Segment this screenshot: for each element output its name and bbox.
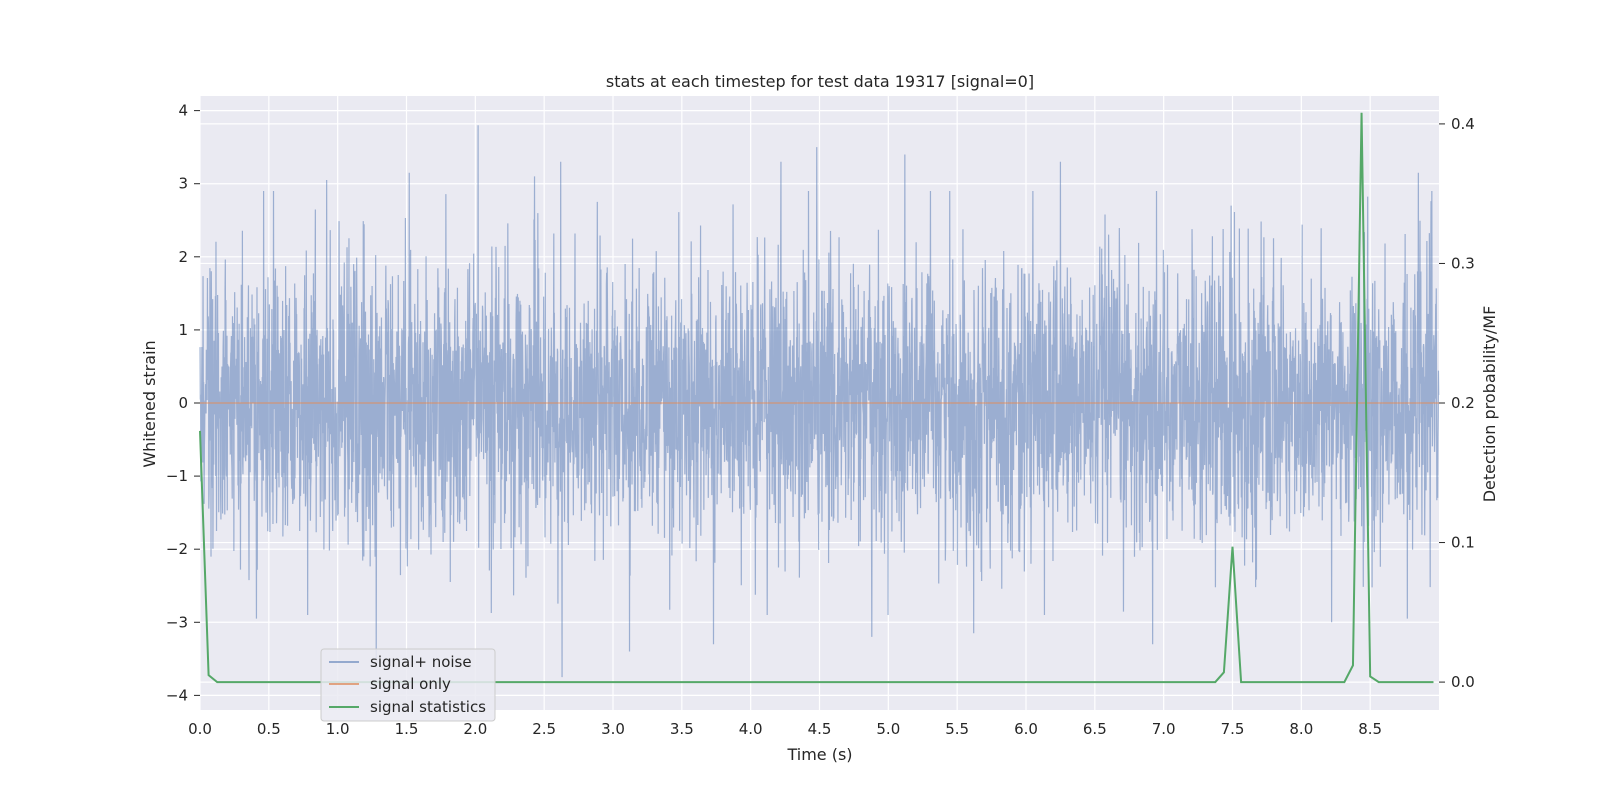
legend: signal+ noise signal only signal statist… bbox=[320, 648, 496, 722]
y2-tick-label: 0.0 bbox=[1451, 673, 1475, 691]
x-tick-label: 3.5 bbox=[670, 720, 694, 738]
legend-label-signal-noise: signal+ noise bbox=[370, 653, 472, 671]
y2-axis-ticks: 0.0 0.1 0.2 0.3 0.4 bbox=[1439, 115, 1475, 691]
x-tick-label: 8.5 bbox=[1358, 720, 1382, 738]
x-tick-label: 4.5 bbox=[808, 720, 832, 738]
y2-tick-label: 0.3 bbox=[1451, 254, 1475, 272]
y-tick-label: 2 bbox=[178, 248, 188, 266]
y-tick-label: 4 bbox=[178, 102, 188, 120]
y2-tick-label: 0.4 bbox=[1451, 115, 1475, 133]
x-tick-label: 7.0 bbox=[1152, 720, 1176, 738]
x-tick-label: 6.0 bbox=[1014, 720, 1038, 738]
y-tick-label: 3 bbox=[178, 175, 188, 193]
y-axis-label: Whitened strain bbox=[140, 340, 159, 467]
series-signal-noise bbox=[199, 125, 1440, 678]
x-tick-label: 2.0 bbox=[463, 720, 487, 738]
y-axis-ticks: −4 −3 −2 −1 0 1 2 3 4 bbox=[166, 102, 200, 704]
x-tick-label: 0.5 bbox=[257, 720, 281, 738]
y-tick-label: 1 bbox=[178, 321, 188, 339]
y2-tick-label: 0.1 bbox=[1451, 534, 1475, 552]
signal-noise-line bbox=[199, 125, 1440, 678]
x-tick-label: 6.5 bbox=[1083, 720, 1107, 738]
x-tick-label: 1.0 bbox=[326, 720, 350, 738]
y2-axis-label: Detection probability/MF bbox=[1480, 306, 1499, 503]
x-tick-label: 0.0 bbox=[188, 720, 212, 738]
legend-label-signal-only: signal only bbox=[370, 675, 451, 693]
legend-box bbox=[320, 648, 496, 722]
x-tick-label: 5.5 bbox=[945, 720, 969, 738]
y-tick-label: −3 bbox=[166, 613, 188, 631]
y2-tick-label: 0.2 bbox=[1451, 394, 1475, 412]
x-tick-label: 2.5 bbox=[532, 720, 556, 738]
y-tick-label: −2 bbox=[166, 540, 188, 558]
x-tick-label: 7.5 bbox=[1221, 720, 1245, 738]
x-axis-ticks: 0.0 0.5 1.0 1.5 2.0 2.5 3.0 3.5 4.0 4.5 5.0 5.5 6.0 6… bbox=[188, 720, 1382, 738]
x-tick-label: 5.0 bbox=[876, 720, 900, 738]
y-tick-label: −1 bbox=[166, 467, 188, 485]
chart-title: stats at each timestep for test data 193… bbox=[606, 72, 1034, 91]
x-axis-label: Time (s) bbox=[786, 745, 852, 764]
legend-label-signal-statistics: signal statistics bbox=[370, 698, 486, 716]
y-tick-label: 0 bbox=[178, 394, 188, 412]
x-tick-label: 8.0 bbox=[1289, 720, 1313, 738]
x-tick-label: 3.0 bbox=[601, 720, 625, 738]
y-tick-label: −4 bbox=[166, 686, 188, 704]
x-tick-label: 1.5 bbox=[395, 720, 419, 738]
x-tick-label: 4.0 bbox=[739, 720, 763, 738]
